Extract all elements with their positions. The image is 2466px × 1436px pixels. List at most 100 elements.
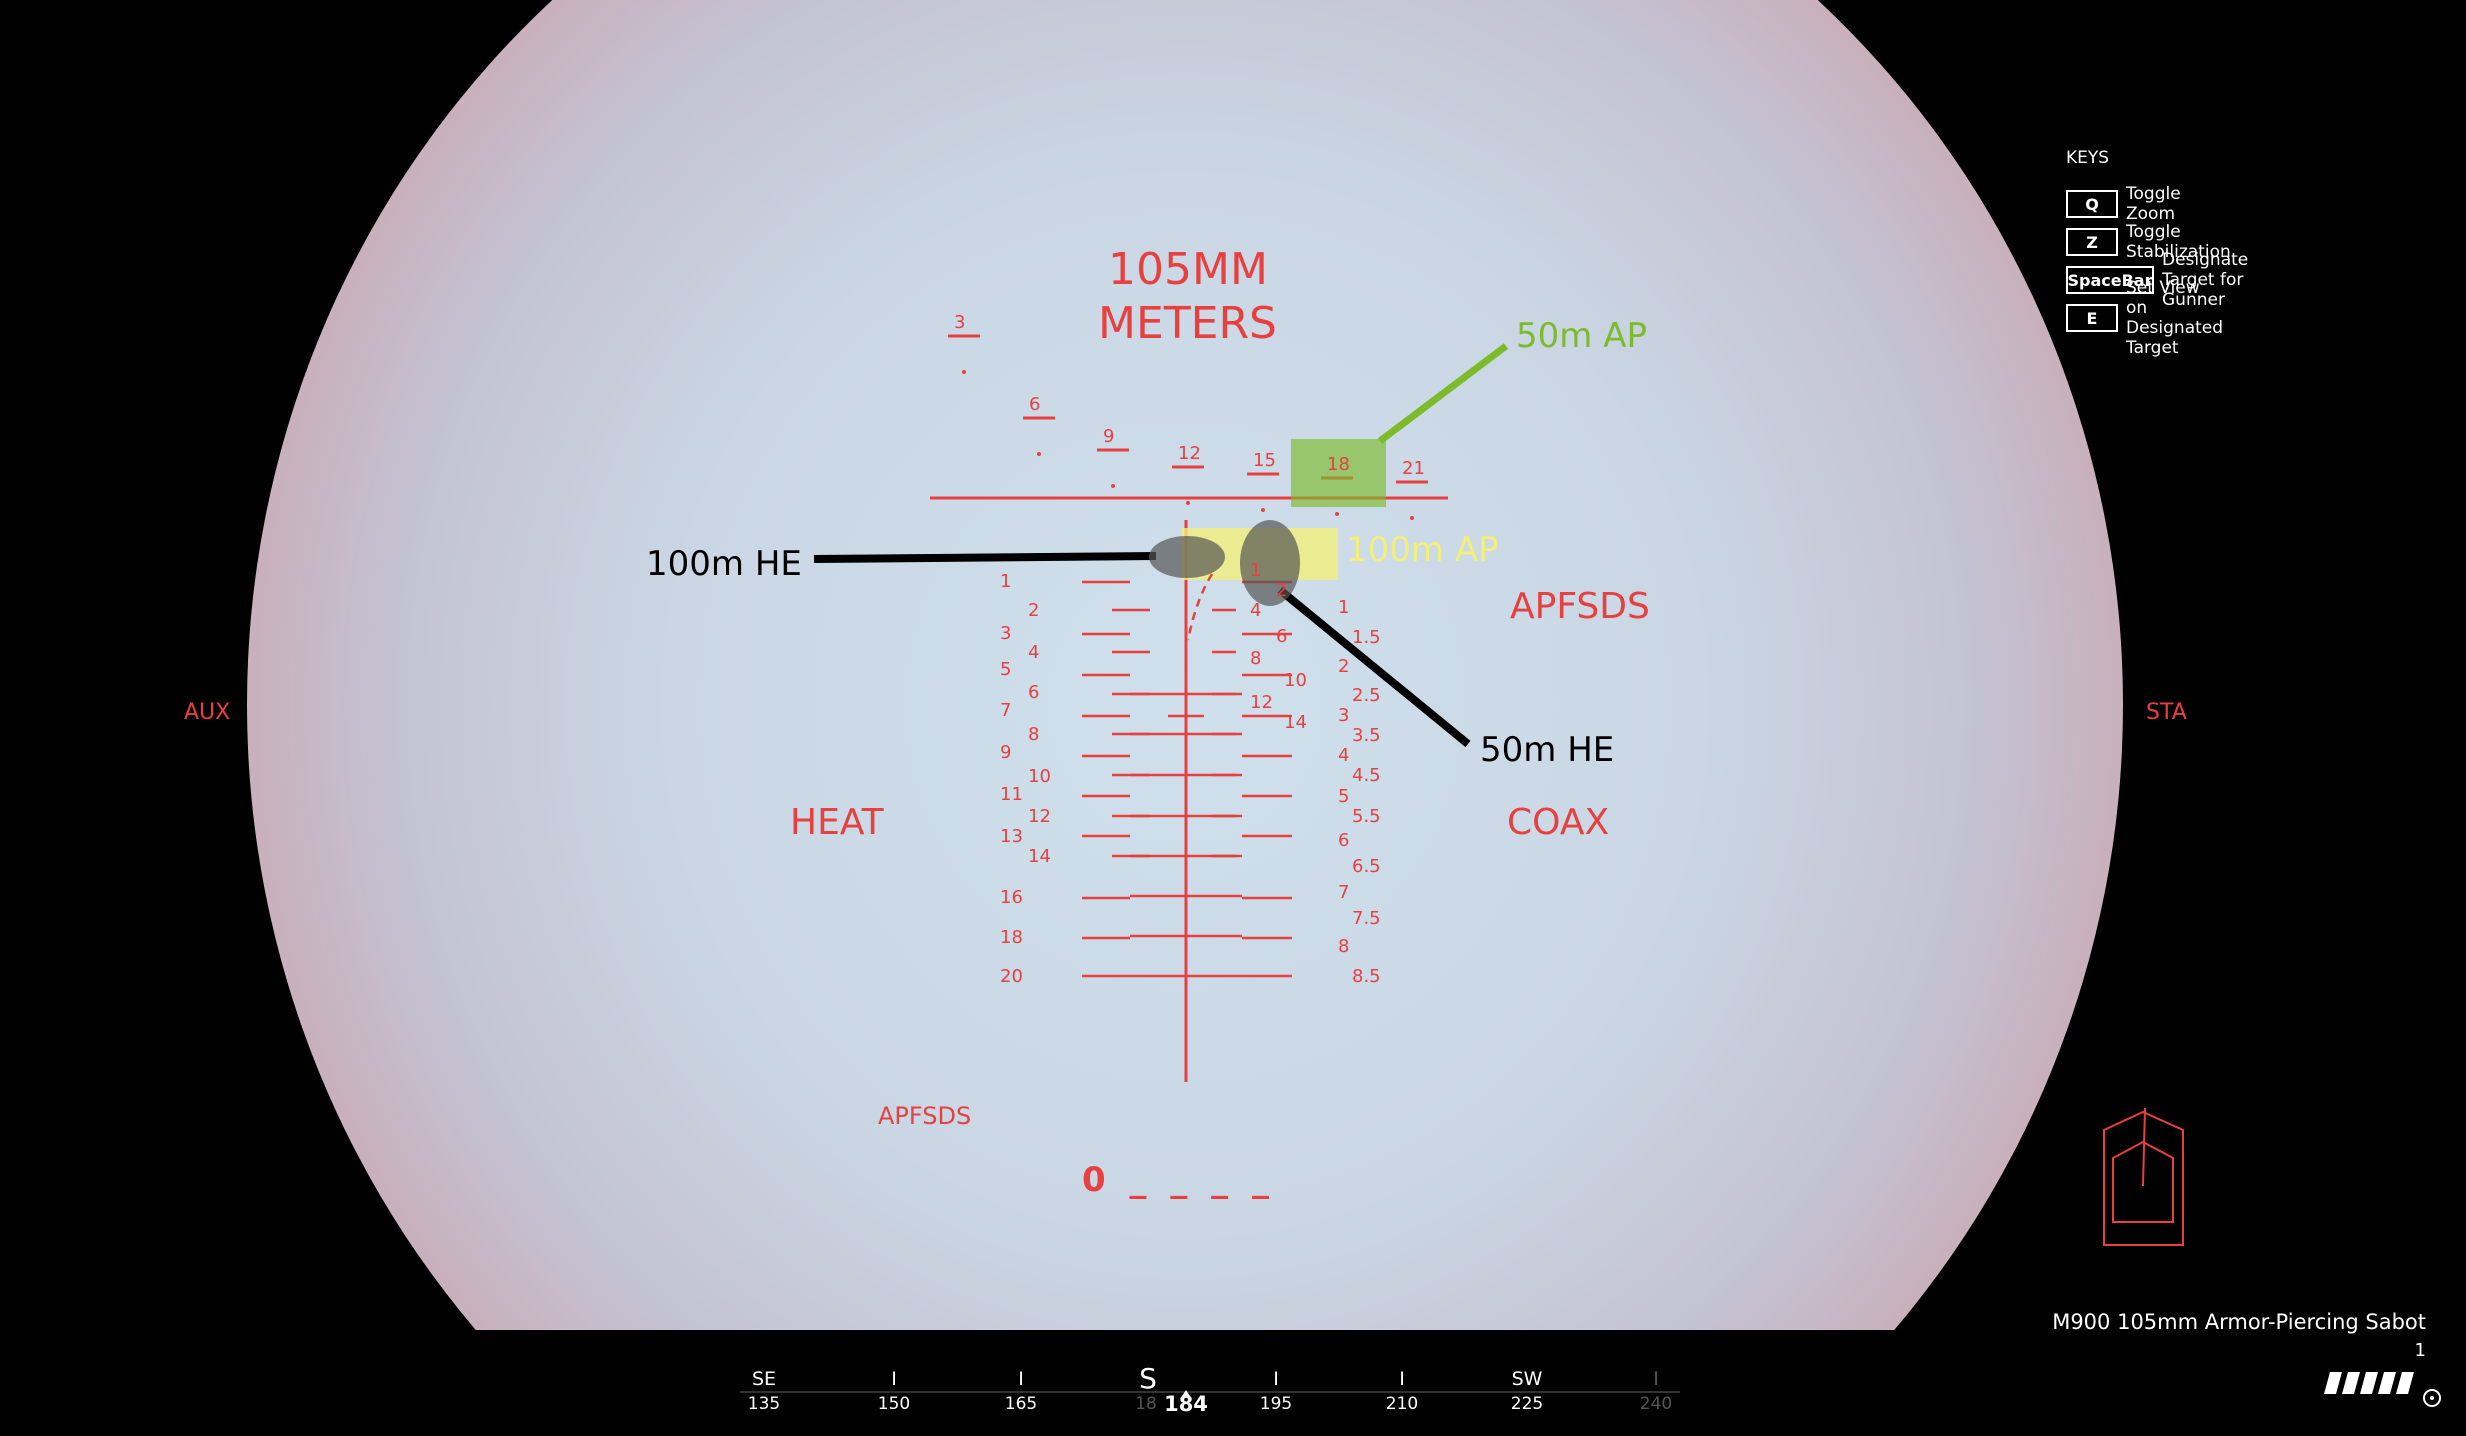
- ladder-label: 8: [1028, 724, 1040, 745]
- ladder-label: 2: [1028, 600, 1040, 621]
- he-50-marker: [1240, 520, 1300, 606]
- ladder-label: 3: [1338, 705, 1350, 726]
- ladder-label: 12: [1250, 692, 1273, 713]
- range-tick-label: 3: [954, 312, 966, 333]
- ladder-label: 13: [1000, 826, 1023, 847]
- ladder-label: 20: [1000, 966, 1023, 987]
- compass-degree: 18: [1135, 1394, 1157, 1414]
- ladder-label: 11: [1000, 784, 1023, 805]
- ladder-label: 10: [1284, 670, 1307, 691]
- compass-mark: I: [1018, 1368, 1024, 1390]
- compass-degree: 225: [1510, 1394, 1544, 1414]
- selected-ammo-label: APFSDS: [878, 1102, 972, 1130]
- he-100-annotation: 100m HE: [646, 544, 802, 584]
- aux-label: AUX: [184, 700, 231, 725]
- ladder-label: 7: [1000, 700, 1012, 721]
- ladder-label: 6.5: [1352, 856, 1381, 877]
- ladder-label: 4: [1250, 600, 1262, 621]
- compass-heading: 184: [1164, 1392, 1208, 1416]
- compass-direction: S: [1139, 1362, 1157, 1395]
- range-dot: [962, 370, 966, 374]
- key-desc-designate: Designate Target for Gunner: [2162, 250, 2249, 310]
- key-spacebar[interactable]: SpaceBar: [2066, 266, 2154, 294]
- key-row-view: E Set View on Designated Target: [2066, 278, 2223, 358]
- compass-mark: I: [891, 1368, 897, 1390]
- ladder-label: 6: [1028, 682, 1040, 703]
- key-desc-view: Set View on Designated Target: [2126, 278, 2224, 358]
- key-row-stabilization: Z Toggle Stabilization: [2066, 222, 2231, 262]
- ammo-name: M900 105mm Armor-Piercing Sabot: [2052, 1310, 2426, 1334]
- key-row-designate: SpaceBar Designate Target for Gunner: [2066, 250, 2257, 310]
- ladder-label: 5: [1000, 659, 1012, 680]
- keys-title: KEYS: [2066, 148, 2110, 168]
- ladder-label: 6: [1338, 830, 1350, 851]
- ladder-label: 4: [1028, 642, 1040, 663]
- key-row-zoom: Q Toggle Zoom: [2066, 184, 2181, 224]
- range-dot: [1261, 508, 1265, 512]
- range-dot: [1037, 452, 1041, 456]
- compass-mark: I: [1653, 1368, 1659, 1390]
- he-50-pointer: [1277, 586, 1471, 748]
- range-dot: [1111, 484, 1115, 488]
- ladder-label: 3: [1000, 623, 1012, 644]
- compass-degree: 135: [747, 1394, 781, 1414]
- ap-50-annotation: 50m AP: [1516, 316, 1647, 356]
- ladder-label: 1: [1338, 597, 1350, 618]
- lead-arc: [1186, 573, 1214, 641]
- compass-mark: I: [1273, 1368, 1279, 1390]
- ladder-label: 4.5: [1352, 765, 1381, 786]
- ladder-label: 14: [1284, 712, 1307, 733]
- key-desc-stabilization: Toggle Stabilization: [2126, 222, 2231, 262]
- ap-50-highlight: [1291, 439, 1386, 507]
- ammo-rounds-icon: [2320, 1368, 2430, 1402]
- ladder-label: 2.5: [1352, 685, 1381, 706]
- ladder-label: 5: [1338, 786, 1350, 807]
- caliber-label: 105MM: [1108, 244, 1268, 295]
- key-e[interactable]: E: [2066, 304, 2118, 332]
- ladder-label: 7: [1338, 882, 1350, 903]
- ladder-label: 1: [1250, 560, 1262, 581]
- compass-degree: 150: [877, 1394, 911, 1414]
- ladder-label: 2: [1338, 656, 1350, 677]
- compass-degree: 240: [1639, 1394, 1673, 1414]
- ladder-label: 18: [1000, 927, 1023, 948]
- heat-label: HEAT: [790, 802, 884, 843]
- ladder-label: 14: [1028, 846, 1051, 867]
- key-z[interactable]: Z: [2066, 228, 2118, 256]
- ladder-label: 1: [1000, 571, 1012, 592]
- he-100-pointer: [813, 552, 1157, 563]
- range-tick-label: 6: [1029, 394, 1041, 415]
- hull-orientation-icon: [2103, 1107, 2184, 1246]
- ladder-label: 2: [1276, 580, 1288, 601]
- coax-label: COAX: [1507, 802, 1610, 843]
- crosshair-icon: [2420, 1386, 2444, 1414]
- range-tick-label: 12: [1178, 443, 1201, 464]
- compass-mark: SE: [751, 1368, 777, 1390]
- key-q[interactable]: Q: [2066, 190, 2118, 218]
- compass-pointer-icon: [1182, 1390, 1190, 1396]
- ladder-label: 5.5: [1352, 806, 1381, 827]
- apfsds-label: APFSDS: [1510, 586, 1650, 627]
- range-dot: [1186, 501, 1190, 505]
- ammo-count: 1: [2414, 1340, 2426, 1361]
- ladder-label: 8: [1338, 936, 1350, 957]
- ladder-label: 9: [1000, 742, 1012, 763]
- ladder-label: 4: [1338, 745, 1350, 766]
- ap-100-annotation: 100m AP: [1346, 530, 1499, 570]
- range-tick-label: 15: [1253, 450, 1276, 471]
- compass-mark: SW: [1511, 1368, 1543, 1390]
- ladder-label: 3.5: [1352, 725, 1381, 746]
- range-tick-label: 9: [1103, 426, 1115, 447]
- ap-50-pointer: [1377, 343, 1509, 444]
- ladder-label: 6: [1276, 626, 1288, 647]
- range-readout: 0 _ _ _ _: [1082, 1160, 1276, 1200]
- he-50-annotation: 50m HE: [1480, 730, 1615, 770]
- units-label: METERS: [1098, 298, 1277, 349]
- ladder-label: 1.5: [1352, 627, 1381, 648]
- ladder-label: 10: [1028, 766, 1051, 787]
- sta-label: STA: [2146, 700, 2187, 725]
- compass-degree: 195: [1259, 1394, 1293, 1414]
- ladder-label: 8.5: [1352, 966, 1381, 987]
- ballistic-ladder: [1082, 580, 1292, 978]
